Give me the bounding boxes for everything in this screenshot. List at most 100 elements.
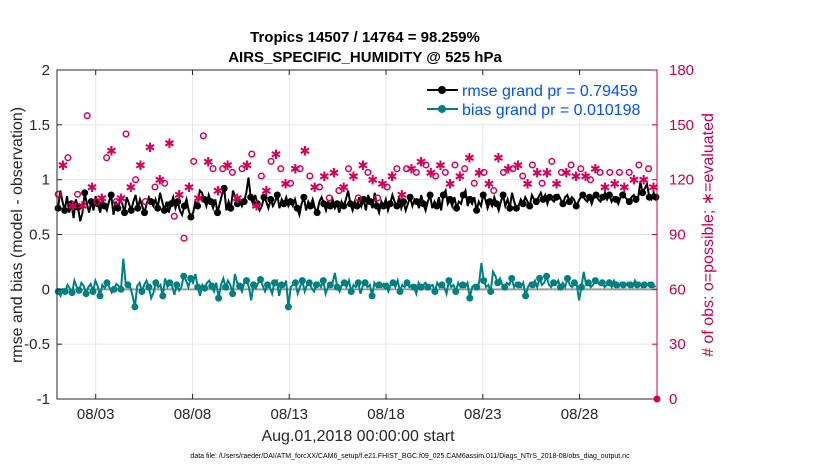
possible-point-140 xyxy=(393,165,401,173)
series-0-point-15 xyxy=(87,198,95,206)
series-1-point-222 xyxy=(570,279,578,287)
series-0-point-27 xyxy=(114,204,122,212)
evaluated-point-26: ✱ xyxy=(116,192,127,207)
evaluated-point-102: ✱ xyxy=(300,144,311,159)
y-tick-label-1: -0.5 xyxy=(24,336,50,353)
footer-data-file: data file: /Users/raeder/DAI/ATM_forcXX/… xyxy=(190,453,630,460)
axes-layer: -1 -0.5 0 0.5 1 1.5 2 0 30 60 90 120 150 180 08/03 08/0… xyxy=(24,62,694,423)
series-1-point-87 xyxy=(257,276,264,283)
possible-point-180 xyxy=(490,187,498,195)
possible-point-104 xyxy=(306,172,314,180)
series-1-point-69 xyxy=(215,294,223,302)
legend-rmse-label: rmse grand pr = 0.79459 xyxy=(462,83,638,100)
series-0-point-261 xyxy=(632,195,640,203)
possible-point-200 xyxy=(538,179,546,187)
evaluated-point-38: ✱ xyxy=(145,141,156,156)
series-0-point-183 xyxy=(459,191,467,199)
evaluated-point-202: ✱ xyxy=(541,166,552,181)
series-0-point-210 xyxy=(519,200,527,208)
evaluated-point-214: ✱ xyxy=(571,170,582,185)
evaluated-point-66: ✱ xyxy=(212,185,223,200)
possible-point-152 xyxy=(422,161,430,169)
series-1-point-27 xyxy=(117,285,125,293)
series-1-point-21 xyxy=(103,279,111,287)
x-tick-label-0: 08/03 xyxy=(77,406,115,423)
evaluated-point-134: ✱ xyxy=(377,177,388,192)
series-1-point-108 xyxy=(305,279,313,287)
series-1-point-204 xyxy=(529,281,537,289)
series-0-point-57 xyxy=(180,202,188,210)
series-0-point-231 xyxy=(566,198,573,206)
possible-point-76 xyxy=(238,165,246,173)
possible-point-56 xyxy=(190,157,198,165)
series-1-point-177 xyxy=(466,294,474,302)
series-0-point-189 xyxy=(473,206,481,214)
series-0-point-39 xyxy=(141,209,148,217)
series-1-point-12 xyxy=(82,290,90,298)
possible-point-92 xyxy=(277,165,285,173)
possible-point-12 xyxy=(83,112,91,120)
evaluated-point-86: ✱ xyxy=(261,185,272,200)
possible-point-232 xyxy=(615,168,624,176)
series-0-point-111 xyxy=(300,193,308,201)
evaluated-point-30: ✱ xyxy=(125,181,136,196)
possible-point-216 xyxy=(577,165,585,173)
series-0-point-93 xyxy=(260,193,268,201)
series-0-point-207 xyxy=(512,204,520,212)
evaluated-point-162: ✱ xyxy=(445,177,456,192)
evaluated-point-146: ✱ xyxy=(406,163,417,178)
series-0-point-267 xyxy=(645,193,653,201)
series-1-point-39 xyxy=(145,283,153,291)
series-0-point-249 xyxy=(605,191,613,199)
possible-point-204 xyxy=(548,157,556,165)
series-1-point-111 xyxy=(312,281,320,289)
series-1-point-36 xyxy=(138,288,146,295)
series-0-point-168 xyxy=(426,191,434,199)
possible-point-192 xyxy=(519,172,527,180)
evaluated-point-206: ✱ xyxy=(551,177,562,192)
possible-point-208 xyxy=(557,168,565,176)
y-right-tick-label-1: 30 xyxy=(669,336,686,353)
evaluated-point-78: ✱ xyxy=(241,159,252,174)
series-0-point-90 xyxy=(253,200,261,208)
series-0-point-84 xyxy=(240,198,248,206)
series-1-point-96 xyxy=(277,281,285,289)
possible-point-240 xyxy=(635,161,643,169)
series-1-point-243 xyxy=(619,281,627,289)
evaluated-point-46: ✱ xyxy=(164,137,175,152)
series-1-point-180 xyxy=(473,283,481,291)
y-right-tick-label-0: 0 xyxy=(669,391,677,408)
series-1-point-174 xyxy=(459,281,467,289)
evaluated-point-158: ✱ xyxy=(435,159,446,174)
series-1-point-255 xyxy=(647,281,655,289)
series-0-point-81 xyxy=(233,200,241,208)
possible-point-176 xyxy=(480,168,488,176)
y-tick-label-0: -1 xyxy=(37,391,50,408)
series-0-point-96 xyxy=(267,195,275,203)
possible-point-84 xyxy=(257,172,265,180)
series-0-point-102 xyxy=(280,200,288,208)
evaluated-point-34: ✱ xyxy=(135,159,146,174)
series-0-point-213 xyxy=(526,202,534,210)
possible-point-108 xyxy=(315,183,324,191)
series-0-point-9 xyxy=(74,203,82,211)
series-0-point-78 xyxy=(227,204,235,212)
possible-point-196 xyxy=(528,161,536,169)
series-0-point-123 xyxy=(326,202,334,210)
series-0-point-117 xyxy=(313,209,321,217)
series-1-point-126 xyxy=(347,288,355,295)
possible-point-44 xyxy=(161,179,169,187)
series-layer: ✱✱✱✱✱✱✱✱✱✱✱✱✱✱✱✱✱✱✱✱✱✱✱✱✱✱✱✱✱✱✱✱✱✱✱✱✱✱✱✱… xyxy=(54,112,661,403)
series-0-point-219 xyxy=(539,195,547,203)
series-1-point-99 xyxy=(284,303,292,311)
evaluated-point-70: ✱ xyxy=(222,159,233,174)
evaluated-point-138: ✱ xyxy=(387,170,398,185)
legend: rmse grand pr = 0.79459 bias grand pr = … xyxy=(420,78,648,122)
y-right-tick-label-2: 60 xyxy=(669,281,686,298)
series-0-point-48 xyxy=(160,206,168,214)
series-0-point-69 xyxy=(207,198,215,206)
series-0-point-180 xyxy=(453,204,461,212)
series-0-point-0 xyxy=(54,204,62,212)
possible-point-60 xyxy=(199,132,207,140)
y-tick-label-5: 1.5 xyxy=(29,117,50,134)
